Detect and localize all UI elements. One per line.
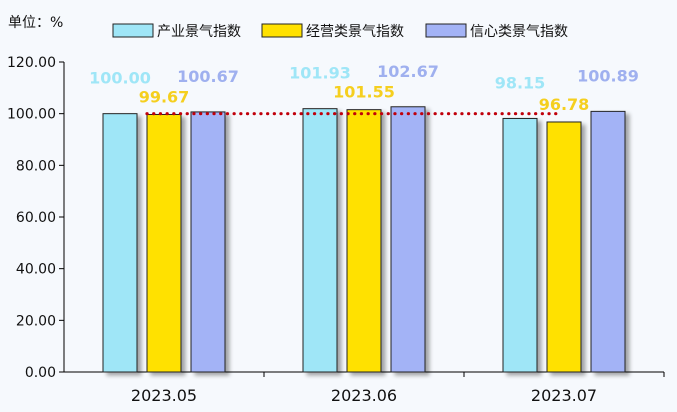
legend-item-3: 信心类景气指数 — [425, 23, 568, 40]
axes: 0.00 20.00 40.00 60.00 80.00 100.00 120.00 2023… — [7, 55, 665, 405]
legend-swatch — [112, 23, 154, 38]
data-label: 98.15 — [495, 73, 546, 92]
bar-2-2023.07 — [546, 121, 582, 373]
bar-3-2023.06 — [390, 106, 426, 373]
bar-2-2023.06 — [346, 109, 382, 373]
y-tick-label: 100.00 — [7, 107, 56, 123]
legend-swatch — [261, 23, 303, 38]
y-tick-label: 60.00 — [16, 210, 56, 226]
legend-item-2: 经营类景气指数 — [261, 23, 404, 40]
data-label: 100.89 — [577, 66, 639, 85]
legend: 产业景气指数 经营类景气指数 信心类景气指数 — [112, 23, 568, 40]
legend-label: 产业景气指数 — [157, 24, 241, 40]
unit-label: 单位：% — [8, 15, 63, 31]
data-label: 100.67 — [177, 67, 239, 86]
data-label: 101.93 — [289, 64, 351, 83]
legend-item-1: 产业景气指数 — [112, 23, 241, 40]
data-label: 100.00 — [89, 69, 151, 88]
legend-label: 经营类景气指数 — [306, 24, 404, 40]
bar-1-2023.07 — [502, 117, 538, 373]
x-tick-label: 2023.06 — [331, 386, 397, 405]
bar-3-2023.07 — [590, 110, 626, 373]
y-tick-label: 80.00 — [16, 158, 56, 174]
legend-swatch — [425, 23, 467, 38]
y-tick-label: 0.00 — [25, 365, 56, 381]
y-tick-label: 120.00 — [7, 55, 56, 71]
x-tick-label: 2023.05 — [131, 386, 197, 405]
bars — [102, 106, 626, 373]
legend-label: 信心类景气指数 — [470, 24, 568, 40]
bar-1-2023.05 — [102, 113, 138, 373]
data-label: 101.55 — [333, 83, 395, 102]
bar-3-2023.05 — [190, 111, 226, 373]
y-tick-label: 40.00 — [16, 262, 56, 278]
data-label: 102.67 — [377, 62, 439, 81]
bar-2-2023.05 — [146, 114, 182, 373]
data-label: 99.67 — [139, 88, 190, 107]
data-label: 96.78 — [539, 95, 590, 114]
y-tick-label: 20.00 — [16, 313, 56, 329]
x-tick-label: 2023.07 — [531, 386, 597, 405]
bar-1-2023.06 — [302, 108, 338, 373]
